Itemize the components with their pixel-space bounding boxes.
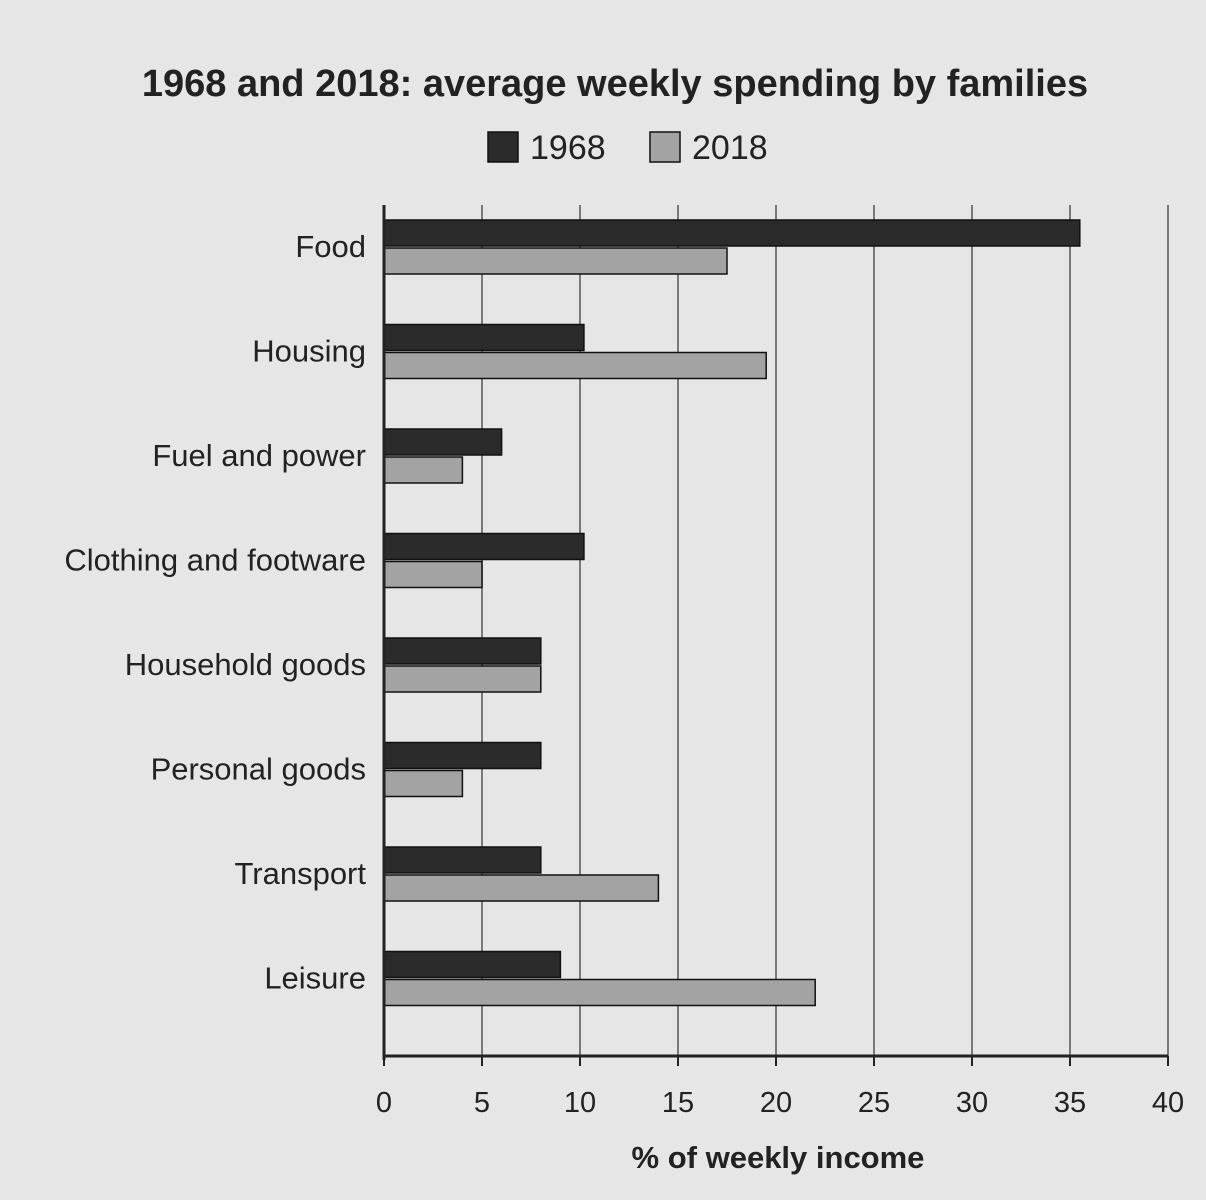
legend: 1968 2018 [487, 129, 768, 167]
bar-2018-leisure [383, 978, 816, 1007]
x-tick-label-40: 40 [1152, 1087, 1184, 1119]
category-label: Food [295, 229, 366, 264]
bar-2018-transport [383, 874, 660, 902]
category-label: Leisure [264, 961, 366, 996]
x-tick-label-5: 5 [474, 1087, 490, 1119]
x-tick-labels: 0 5 10 15 20 25 30 35 40 [376, 1056, 1184, 1119]
category-label: Personal goods [151, 752, 366, 787]
x-tick-label-25: 25 [858, 1087, 890, 1119]
bar-1968-fuel-and-power [383, 428, 503, 456]
category-label: Clothing and footware [64, 543, 366, 578]
bar-2018-personal-goods [383, 769, 464, 798]
category-label: Household goods [125, 647, 366, 682]
legend-swatch-2018 [649, 131, 681, 163]
bar-1968-housing [383, 323, 585, 352]
bar-1968-clothing-and-footware [383, 532, 585, 561]
category-label: Housing [252, 334, 366, 369]
x-tick-label-0: 0 [376, 1087, 392, 1119]
bar-1968-leisure [383, 950, 562, 979]
x-tick-label-30: 30 [956, 1087, 988, 1119]
x-tick-label-35: 35 [1054, 1087, 1086, 1119]
bars [383, 219, 1081, 1007]
bar-2018-fuel-and-power [383, 456, 464, 484]
bar-1968-transport [383, 846, 542, 874]
bar-2018-food [383, 247, 728, 275]
x-axis-label: % of weekly income [632, 1140, 925, 1175]
bar-1968-household-goods [383, 637, 542, 665]
bar-1968-food [383, 219, 1081, 247]
bar-1968-personal-goods [383, 741, 542, 770]
x-tick-label-10: 10 [564, 1087, 596, 1119]
bar-2018-household-goods [383, 665, 542, 693]
category-label: Fuel and power [152, 438, 366, 473]
x-tick-label-20: 20 [760, 1087, 792, 1119]
chart-title: 1968 and 2018: average weekly spending b… [142, 63, 1088, 105]
category-label: Transport [234, 856, 366, 891]
legend-label-2018: 2018 [692, 129, 768, 167]
legend-label-1968: 1968 [530, 129, 606, 167]
legend-swatch-1968 [487, 131, 519, 163]
x-tick-label-15: 15 [662, 1087, 694, 1119]
gridlines [481, 205, 1169, 1056]
bar-2018-housing [383, 351, 767, 380]
category-labels: Food Housing Fuel and power Clothing and fo… [64, 229, 366, 996]
bar-2018-clothing-and-footware [383, 560, 483, 589]
